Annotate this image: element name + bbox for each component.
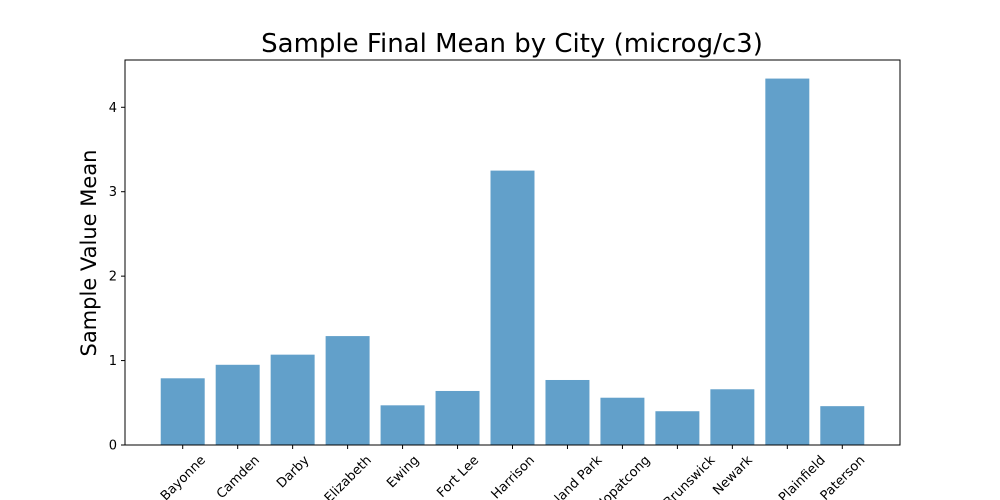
bar: [820, 406, 865, 445]
x-tick-label: Paterson: [818, 453, 869, 500]
bar: [270, 354, 315, 445]
y-tick-label: 4: [109, 101, 117, 116]
x-tick-label: Highland Park: [531, 453, 606, 500]
x-tick-label: Darby: [274, 453, 313, 492]
x-tick-label: Hopatcong: [593, 453, 654, 500]
bar: [435, 390, 480, 445]
y-tick-label: 2: [109, 270, 117, 285]
chart-title: Sample Final Mean by City (microg/c3): [261, 29, 763, 59]
plot-frame: [124, 59, 901, 446]
bar: [545, 379, 590, 445]
y-tick-label: 1: [109, 354, 117, 369]
x-tick-label: New Brunswick: [638, 453, 719, 500]
y-tick-label: 0: [109, 439, 117, 454]
bar: [380, 405, 425, 445]
y-axis-label: Sample Value Mean: [77, 150, 101, 357]
bar: [215, 364, 260, 445]
bar: [160, 378, 205, 445]
bar: [710, 389, 755, 445]
bar: [765, 78, 810, 446]
bar: [655, 411, 700, 445]
bar: [600, 397, 645, 445]
y-tick-label: 3: [109, 185, 117, 200]
x-tick-label: Elizabeth: [322, 453, 375, 500]
x-tick-label: Newark: [710, 453, 756, 499]
bar: [325, 336, 370, 445]
x-tick-label: Fort Lee: [434, 453, 482, 500]
x-tick-label: Ewing: [384, 453, 422, 491]
bar: [490, 170, 535, 445]
x-tick-label: Camden: [214, 453, 263, 500]
x-tick-label: Harrison: [489, 453, 538, 500]
x-tick-label: Bayonne: [158, 453, 209, 500]
